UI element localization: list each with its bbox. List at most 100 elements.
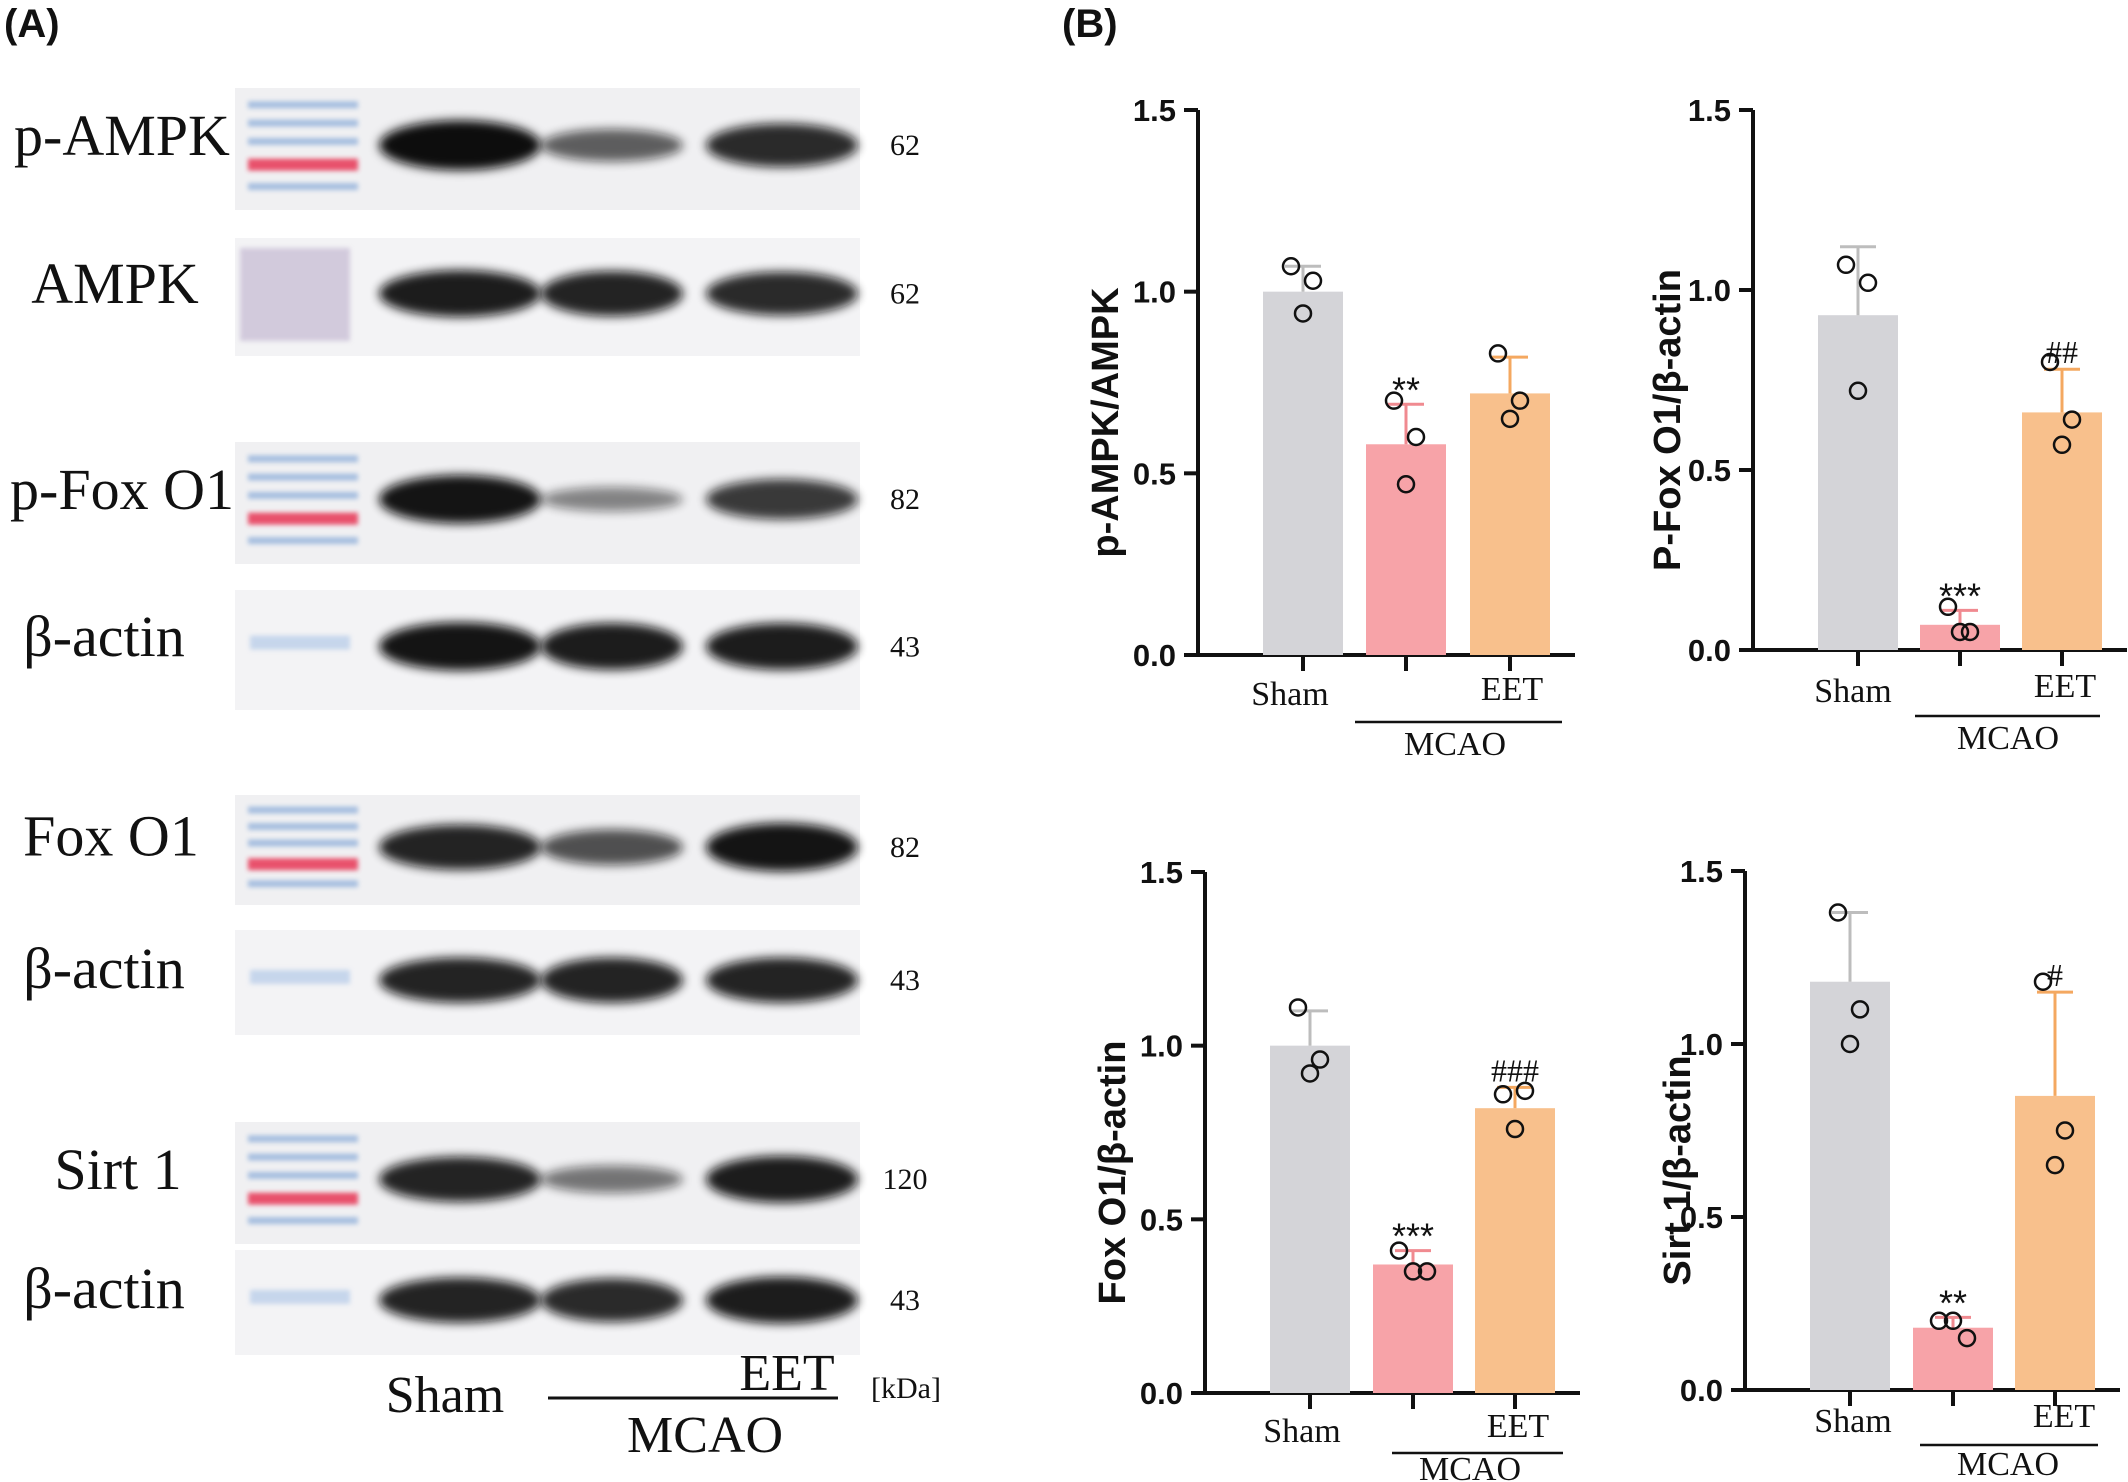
data-point bbox=[1858, 273, 1878, 293]
blot-kda-label: 43 bbox=[890, 630, 920, 663]
significance-label: ## bbox=[2046, 334, 2078, 370]
data-point bbox=[1406, 427, 1426, 447]
blot-row bbox=[235, 442, 860, 564]
data-point bbox=[1848, 381, 1868, 401]
blot-band bbox=[541, 1278, 683, 1322]
significance-label: # bbox=[2047, 957, 2063, 993]
data-point bbox=[1384, 391, 1404, 410]
blot-x-sham: Sham bbox=[386, 1367, 504, 1424]
y-tick-label: 1.0 bbox=[1680, 1027, 1723, 1062]
data-point bbox=[2040, 352, 2060, 372]
ladder-band bbox=[250, 635, 350, 650]
data-point bbox=[1300, 1064, 1320, 1083]
blot-row bbox=[235, 1250, 860, 1355]
x-label-eet: EET bbox=[1487, 1408, 1550, 1445]
blot-kda-unit: [kDa] bbox=[871, 1372, 941, 1405]
data-point bbox=[1938, 597, 1958, 617]
x-label-eet: EET bbox=[2033, 1398, 2096, 1435]
ladder-band bbox=[248, 491, 358, 499]
significance-label: *** bbox=[1939, 575, 1981, 616]
y-tick-label: 0.5 bbox=[1133, 456, 1176, 491]
bar bbox=[1373, 1264, 1453, 1393]
data-point bbox=[1288, 998, 1308, 1017]
significance-label: ** bbox=[1392, 369, 1420, 410]
x-label-sham: Sham bbox=[1814, 1403, 1891, 1440]
blot-row bbox=[235, 795, 860, 905]
bar bbox=[1913, 1327, 1993, 1390]
ladder-band bbox=[248, 101, 358, 109]
bar bbox=[2022, 412, 2102, 650]
ladder-band bbox=[248, 1135, 358, 1143]
ladder-band bbox=[248, 1153, 358, 1161]
bar bbox=[1270, 1045, 1350, 1393]
blot-protein-label: β-actin bbox=[23, 604, 185, 669]
data-point bbox=[1293, 304, 1313, 323]
data-point bbox=[1505, 1119, 1525, 1139]
bar bbox=[1810, 981, 1890, 1390]
y-tick-label: 1.5 bbox=[1680, 854, 1723, 889]
ladder-band bbox=[248, 473, 358, 481]
data-point bbox=[1510, 391, 1530, 410]
y-tick-label: 1.5 bbox=[1688, 93, 1731, 128]
blot-band bbox=[706, 1155, 858, 1203]
blot-band bbox=[541, 957, 683, 1003]
blot-row bbox=[235, 930, 860, 1035]
blot-band bbox=[541, 270, 683, 317]
y-axis-label: Sirt 1/β-actin bbox=[1657, 1055, 1699, 1285]
bar bbox=[1818, 315, 1898, 650]
y-tick-label: 0.5 bbox=[1688, 453, 1731, 488]
y-tick-label: 1.5 bbox=[1133, 93, 1176, 128]
blot-band bbox=[541, 623, 683, 670]
data-point bbox=[1500, 409, 1520, 429]
bar bbox=[1366, 444, 1446, 655]
data-point bbox=[1929, 1311, 1949, 1331]
blot-band bbox=[379, 824, 541, 870]
ladder-band bbox=[248, 137, 358, 145]
bar bbox=[1920, 624, 2000, 650]
y-axis-label: Fox O1/β-actin bbox=[1092, 1041, 1134, 1305]
blot-band bbox=[379, 270, 541, 317]
y-tick-label: 1.5 bbox=[1140, 855, 1183, 890]
x-label-sham: Sham bbox=[1251, 676, 1328, 713]
blot-kda-label: 43 bbox=[890, 964, 920, 997]
blot-kda-label: 82 bbox=[890, 483, 920, 516]
blot-row bbox=[235, 88, 860, 210]
y-tick-label: 0.5 bbox=[1140, 1202, 1183, 1237]
data-point bbox=[2052, 435, 2072, 455]
bar-chart: 0.0 0.5 1.0 1.5 p-AMPK/AMPK ** Sham EET MCAO bbox=[1085, 93, 1575, 763]
data-point bbox=[1515, 1081, 1535, 1101]
blot-band bbox=[706, 271, 858, 316]
blot-kda-label: 62 bbox=[890, 129, 920, 162]
blot-protein-label: β-actin bbox=[23, 1256, 185, 1321]
blot-band bbox=[706, 479, 858, 520]
blot-row bbox=[235, 590, 860, 710]
significance-label: ** bbox=[1939, 1282, 1967, 1323]
data-point bbox=[1417, 1262, 1437, 1281]
y-tick-label: 0.5 bbox=[1680, 1200, 1723, 1235]
data-point bbox=[1943, 1311, 1963, 1331]
blot-protein-label: β-actin bbox=[23, 936, 185, 1001]
x-label-eet: EET bbox=[1481, 671, 1544, 708]
data-point bbox=[1403, 1262, 1423, 1281]
bar-chart: 0.0 0.5 1.0 1.5 Fox O1/β-actin *** ### Sham EET M… bbox=[1092, 855, 1580, 1482]
blot-band bbox=[379, 1156, 541, 1202]
ladder-band bbox=[248, 119, 358, 127]
panel-label-b: (B) bbox=[1062, 2, 1118, 46]
blot-band bbox=[706, 623, 858, 670]
data-point bbox=[1850, 1000, 1870, 1019]
blot-protein-label: p-Fox O1 bbox=[10, 457, 234, 522]
y-tick-label: 1.0 bbox=[1133, 275, 1176, 310]
panel-label-a: (A) bbox=[4, 2, 60, 46]
ladder-band bbox=[248, 455, 358, 463]
data-point bbox=[1389, 1241, 1409, 1260]
data-point bbox=[2055, 1121, 2075, 1140]
bar bbox=[1470, 393, 1550, 655]
data-point bbox=[2062, 410, 2082, 429]
blot-band bbox=[706, 823, 858, 872]
x-label-eet: EET bbox=[2034, 668, 2097, 705]
blot-band bbox=[379, 957, 541, 1003]
data-point bbox=[1960, 622, 1980, 642]
ladder-band bbox=[248, 858, 358, 871]
blot-band bbox=[541, 829, 683, 865]
western-blot-panel: p-AMPK 62 AMPK 62 p-Fox O1 82 β-actin 43 Fox O1 8… bbox=[10, 88, 941, 1464]
